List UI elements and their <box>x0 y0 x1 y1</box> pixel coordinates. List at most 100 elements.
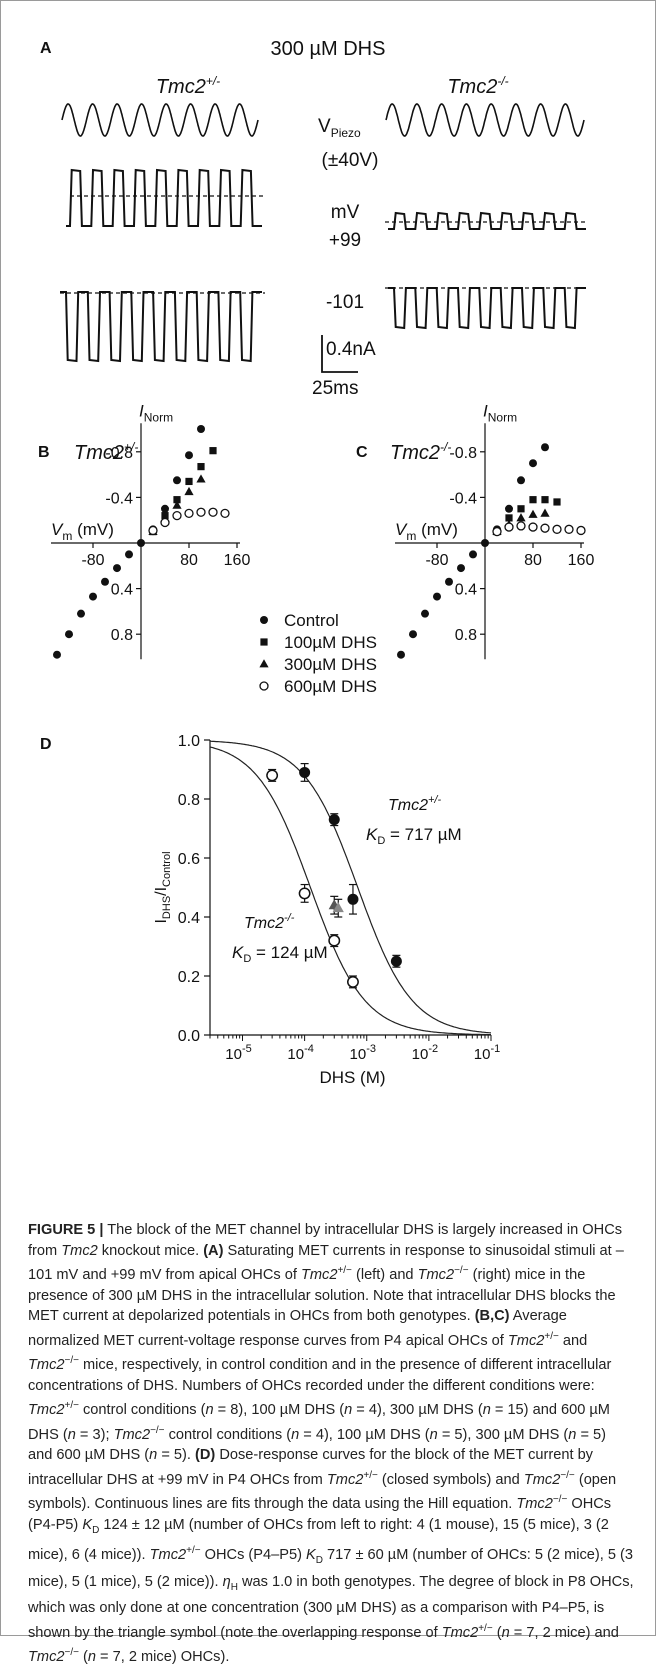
x-axis-label: DHS (M) <box>319 1068 385 1087</box>
data-point <box>516 521 526 531</box>
x-tick-label: 10-2 <box>412 1043 438 1063</box>
data-point <box>528 522 538 532</box>
kd-annotation: KD = 124 µM <box>232 943 328 965</box>
data-point <box>433 592 441 601</box>
legend-marker <box>259 659 269 668</box>
y-tick-label: -0.4 <box>105 490 133 507</box>
legend-marker <box>260 638 268 646</box>
data-point <box>197 425 205 433</box>
data-point <box>113 564 121 573</box>
data-point <box>347 975 359 988</box>
y-tick-label: -0.8 <box>449 445 477 462</box>
y-tick-label: 0.8 <box>178 792 200 809</box>
piezo-amplitude: (±40V) <box>322 150 379 171</box>
x-tick-label: 160 <box>568 552 595 569</box>
scale-bar <box>321 335 358 373</box>
x-axis-label: Vm (mV) <box>395 520 458 543</box>
panel-b-genotype: Tmc2+/- <box>74 440 138 464</box>
y-tick-label: -0.8 <box>105 445 133 462</box>
legend-marker <box>259 681 269 691</box>
legend-marker <box>260 616 268 624</box>
data-point <box>481 539 489 547</box>
data-point <box>184 508 194 519</box>
piezo-stimulus-trace-left <box>61 103 259 137</box>
data-point <box>516 513 526 522</box>
genotype-annotation: Tmc2-/- <box>244 912 295 932</box>
data-point <box>332 902 344 913</box>
legend-label: Control <box>284 611 339 630</box>
panel-d: D 0.0 0.2 0.4 0.6 0.8 1.0 10-5 10-4 10-3 10-2 10-1… <box>40 733 500 1087</box>
panel-a-left-genotype: Tmc2+/- <box>156 74 220 98</box>
data-point <box>160 517 170 528</box>
data-point <box>161 504 169 513</box>
y-tick-label: 0.0 <box>178 1028 200 1045</box>
panel-b: B Tmc2+/- -80 80 160 -0.8 -0.4 0.4 0.8 INorm Vm … <box>38 402 250 660</box>
data-point <box>397 650 405 659</box>
panel-a: A 300 µM DHS Tmc2+/- Tmc2-/- VPiezo (±40… <box>40 38 588 399</box>
y-tick-label: 0.6 <box>178 851 200 868</box>
y-tick-label: 0.4 <box>178 910 200 927</box>
y-tick-label: 0.8 <box>455 627 477 644</box>
x-tick-label: 160 <box>224 552 251 569</box>
panel-a-condition: 300 µM DHS <box>271 38 386 60</box>
data-point <box>528 509 538 518</box>
current-trace-neg-right <box>388 287 586 330</box>
data-point <box>540 508 550 517</box>
y-tick-label: 1.0 <box>178 733 200 750</box>
figure-label: FIGURE 5 | <box>28 1222 104 1238</box>
mv-unit-label: mV <box>331 202 360 223</box>
data-point <box>529 459 537 468</box>
data-point <box>505 514 513 522</box>
data-point <box>540 523 550 533</box>
data-point <box>517 505 525 513</box>
y-tick-label: 0.8 <box>111 627 133 644</box>
x-axis-label: Vm (mV) <box>51 520 114 543</box>
data-point <box>137 539 145 547</box>
panel-a-label: A <box>40 40 52 57</box>
legend-label: 100µM DHS <box>284 633 377 652</box>
data-point <box>185 451 193 460</box>
y-axis-label: IDHS/IControl <box>153 851 173 923</box>
panel-b-label: B <box>38 444 50 461</box>
data-point <box>148 525 158 536</box>
dose-response-plot: 0.0 0.2 0.4 0.6 0.8 1.0 10-5 10-4 10-3 10-2 10-1 DH… <box>153 733 500 1087</box>
negative-voltage-label: -101 <box>326 292 364 313</box>
data-point <box>409 630 417 639</box>
data-point <box>184 486 194 496</box>
data-point <box>552 524 562 534</box>
x-tick-label: 10-4 <box>287 1043 313 1063</box>
data-point <box>197 463 205 471</box>
y-axis-label: INorm <box>139 402 173 425</box>
y-axis-label: INorm <box>483 402 517 425</box>
scale-bar-current: 0.4nA <box>326 339 376 360</box>
data-point <box>505 504 513 513</box>
data-point <box>504 522 514 532</box>
figure-caption: FIGURE 5 | The block of the MET channel … <box>28 1222 634 1665</box>
data-point <box>541 443 549 452</box>
x-tick-label: 80 <box>524 552 542 569</box>
data-point <box>53 650 61 659</box>
data-point <box>576 525 586 536</box>
data-point <box>529 496 537 504</box>
data-point <box>541 496 549 504</box>
hill-fit-curve <box>209 746 491 1036</box>
iv-plot-b: -80 80 160 -0.8 -0.4 0.4 0.8 INorm Vm (mV) <box>51 402 250 660</box>
data-point <box>517 476 525 485</box>
legend: Control 100µM DHS 300µM DHS 600µM DHS <box>259 611 377 696</box>
y-tick-label: 0.4 <box>111 582 133 599</box>
legend-label: 300µM DHS <box>284 655 377 674</box>
y-tick-label: 0.2 <box>178 969 200 986</box>
hill-fit-curve <box>209 740 492 1034</box>
panel-a-right-genotype: Tmc2-/- <box>447 74 508 98</box>
data-point <box>77 609 85 618</box>
x-tick-label: -80 <box>425 552 448 569</box>
y-tick-label: 0.4 <box>455 582 477 599</box>
data-point <box>492 526 502 537</box>
genotype-annotation: Tmc2+/- <box>388 794 441 814</box>
figure-graphics: A 300 µM DHS Tmc2+/- Tmc2-/- VPiezo (±40… <box>38 38 594 1087</box>
data-point <box>445 577 453 586</box>
iv-plot-c: -80 80 160 -0.8 -0.4 0.4 0.8 INorm Vm (mV) <box>395 402 594 660</box>
x-tick-label: 10-1 <box>474 1043 500 1063</box>
data-point <box>65 630 73 639</box>
positive-voltage-label: +99 <box>329 230 361 251</box>
